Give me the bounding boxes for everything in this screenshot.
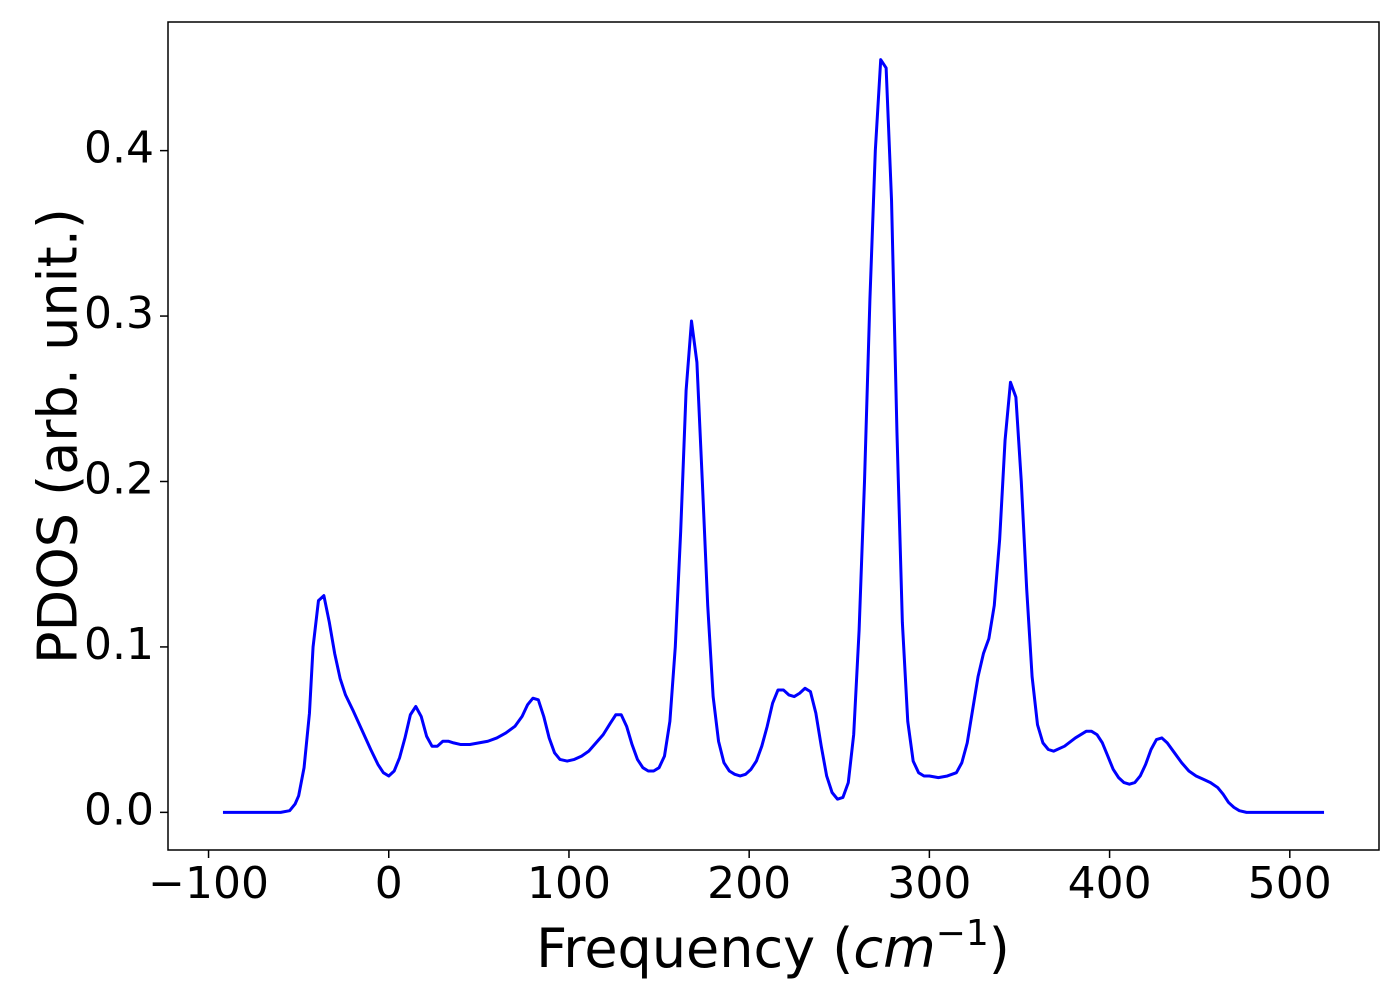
x-axis-label: Frequency (cm−1) <box>536 913 1010 980</box>
y-axis-label: PDOS (arb. unit.) <box>27 208 90 664</box>
x-axis-label-text: ) <box>989 917 1010 980</box>
x-tick-label: 100 <box>527 858 611 909</box>
y-tick-label: 0.4 <box>84 123 154 174</box>
x-tick-label: 0 <box>375 858 403 909</box>
x-tick-label: −100 <box>148 858 269 909</box>
x-tick-label: 500 <box>1248 858 1332 909</box>
x-tick-label: 400 <box>1068 858 1152 909</box>
x-axis-label-math: cm <box>853 917 935 980</box>
y-tick-label: 0.0 <box>84 784 154 835</box>
y-tick-label: 0.1 <box>84 619 154 670</box>
y-tick-label: 0.3 <box>84 288 154 339</box>
x-tick-label: 200 <box>707 858 791 909</box>
x-tick-label: 300 <box>887 858 971 909</box>
data-line <box>222 58 1325 814</box>
y-tick-label: 0.2 <box>84 453 154 504</box>
x-axis-label-exponent: −1 <box>936 913 989 954</box>
x-axis-label-text: Frequency ( <box>536 917 853 980</box>
plot-frame <box>167 21 1380 851</box>
